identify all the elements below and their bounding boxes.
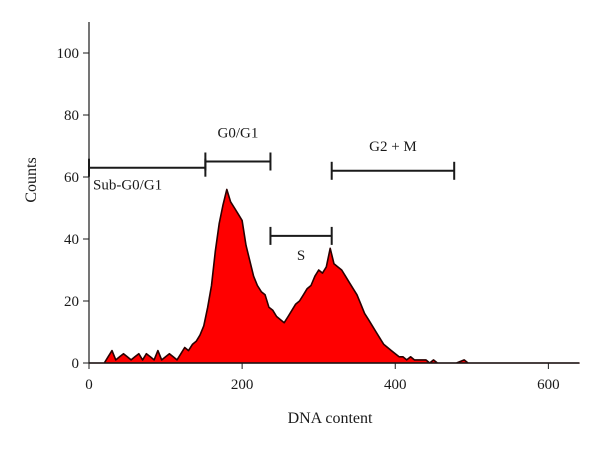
- gate-label: G0/G1: [217, 126, 258, 142]
- plot-area: [88, 188, 580, 364]
- histogram-area-0: [88, 188, 580, 364]
- y-tick-label: 20: [64, 294, 79, 310]
- x-tick-label: 200: [231, 377, 254, 393]
- y-tick-label: 40: [64, 232, 79, 248]
- y-tick-label: 60: [64, 170, 79, 186]
- gates: Sub-G0/G1 G0/G1 S G2 + M: [88, 126, 456, 264]
- gate-0: Sub-G0/G1: [88, 158, 207, 194]
- gate-label: Sub-G0/G1: [93, 178, 162, 194]
- gate-label: S: [297, 248, 305, 264]
- axes: 0 20 40 60 80 100 0 200 400 600: [57, 22, 579, 393]
- gate-label: G2 + M: [369, 139, 417, 155]
- y-tick-label: 100: [57, 46, 80, 62]
- x-tick-label: 400: [384, 377, 407, 393]
- x-axis-title: DNA content: [288, 410, 373, 427]
- gate-3: G2 + M: [330, 139, 456, 180]
- y-tick-label: 80: [64, 108, 79, 124]
- x-tick-label: 600: [537, 377, 560, 393]
- y-axis-title: Counts: [23, 157, 40, 202]
- gate-1: G0/G1: [204, 126, 272, 171]
- x-tick-label: 0: [85, 377, 93, 393]
- gate-2: S: [269, 226, 333, 264]
- y-tick-label: 0: [72, 356, 80, 372]
